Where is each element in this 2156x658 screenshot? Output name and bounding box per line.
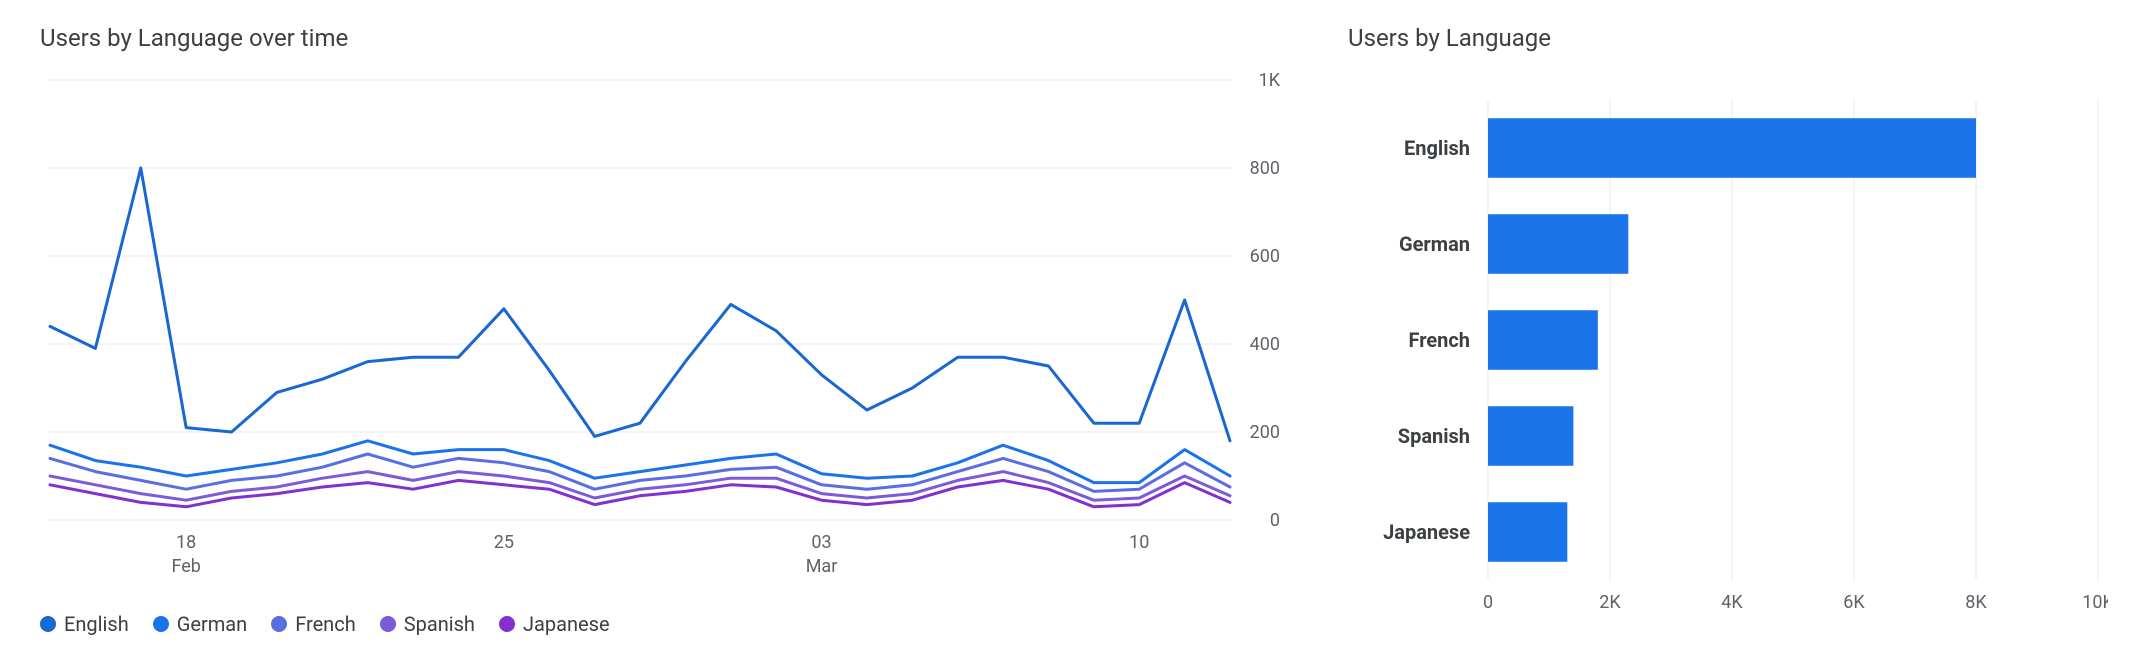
analytics-dashboard: Users by Language over time 0 200 400 600 80… (0, 0, 2156, 658)
x-axis-tick-label: 03 (811, 532, 831, 553)
line-chart-svg: 0 200 400 600 800 1K 18 25 03 10 Feb Mar (40, 70, 1300, 590)
legend-dot-icon (153, 616, 169, 632)
legend-label: Spanish (404, 612, 475, 636)
x-axis-tick-label: 6K (1843, 592, 1865, 613)
series-line-english (50, 168, 1230, 441)
bar-chart-title: Users by Language (1348, 24, 2116, 52)
bar-label-spanish: Spanish (1398, 424, 1470, 448)
legend-item-english[interactable]: English (40, 612, 129, 636)
y-axis-tick-label: 1K (1259, 70, 1281, 91)
x-axis-tick-label: 10 (1129, 532, 1149, 553)
bar-chart-svg: 0 2K 4K 6K 8K 10K English German French Spanish Ja… (1348, 70, 2108, 630)
bar-german[interactable] (1488, 214, 1628, 274)
y-axis-tick-label: 800 (1250, 158, 1280, 179)
legend-label: English (64, 612, 129, 636)
legend-label: Japanese (523, 612, 610, 636)
users-by-language-panel: Users by Language 0 2K 4K 6K 8K 10K English Ger… (1348, 24, 2116, 634)
x-axis-tick-label: 4K (1721, 592, 1743, 613)
bar-spanish[interactable] (1488, 406, 1573, 466)
bar-english[interactable] (1488, 118, 1976, 178)
line-chart-legend: English German French Spanish Japanese (40, 612, 1300, 636)
users-by-language-over-time-panel: Users by Language over time 0 200 400 600 80… (40, 24, 1300, 634)
y-axis-tick-label: 0 (1270, 510, 1280, 531)
x-axis-tick-label: 0 (1483, 592, 1493, 613)
bar-french[interactable] (1488, 310, 1598, 370)
legend-label: French (295, 612, 356, 636)
bar-label-german: German (1399, 232, 1470, 256)
x-axis-month-label: Mar (806, 556, 838, 577)
x-axis-tick-label: 8K (1965, 592, 1987, 613)
legend-item-spanish[interactable]: Spanish (380, 612, 475, 636)
x-axis-tick-label: 25 (494, 532, 514, 553)
bar-label-french: French (1409, 328, 1471, 352)
series-line-german (50, 441, 1230, 483)
legend-item-french[interactable]: French (271, 612, 356, 636)
y-axis-tick-label: 200 (1250, 422, 1280, 443)
x-axis-tick-label: 2K (1599, 592, 1621, 613)
legend-item-german[interactable]: German (153, 612, 247, 636)
bar-chart: 0 2K 4K 6K 8K 10K English German French Spanish Ja… (1348, 70, 2116, 634)
y-axis-tick-label: 400 (1250, 334, 1280, 355)
legend-item-japanese[interactable]: Japanese (499, 612, 610, 636)
line-chart-title: Users by Language over time (40, 24, 1300, 52)
bar-japanese[interactable] (1488, 502, 1567, 562)
x-axis-tick-label: 18 (176, 532, 196, 553)
line-chart: 0 200 400 600 800 1K 18 25 03 10 Feb Mar (40, 70, 1300, 594)
legend-dot-icon (499, 616, 515, 632)
bar-label-japanese: Japanese (1383, 520, 1470, 544)
legend-label: German (177, 612, 247, 636)
bar-label-english: English (1404, 136, 1470, 160)
legend-dot-icon (271, 616, 287, 632)
x-axis-tick-label: 10K (2082, 592, 2108, 613)
legend-dot-icon (380, 616, 396, 632)
x-axis-month-label: Feb (171, 556, 200, 577)
legend-dot-icon (40, 616, 56, 632)
y-axis-tick-label: 600 (1250, 246, 1280, 267)
